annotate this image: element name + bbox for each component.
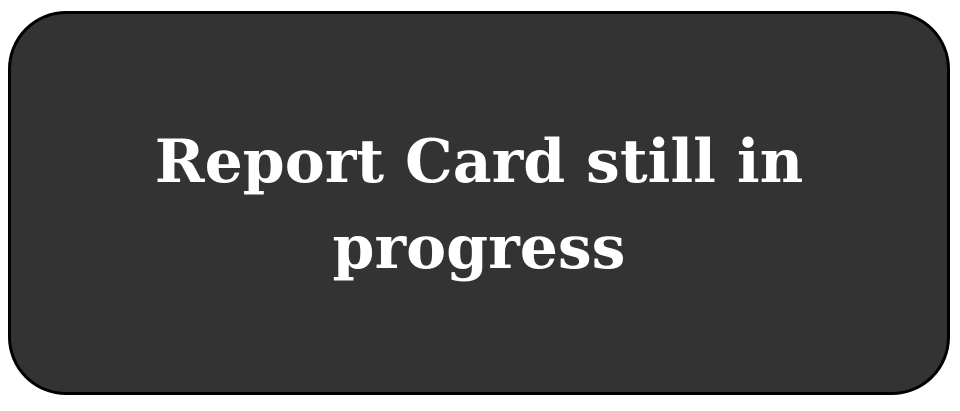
status-card: Report Card still in progress	[8, 11, 950, 395]
status-message: Report Card still in progress	[154, 127, 804, 283]
